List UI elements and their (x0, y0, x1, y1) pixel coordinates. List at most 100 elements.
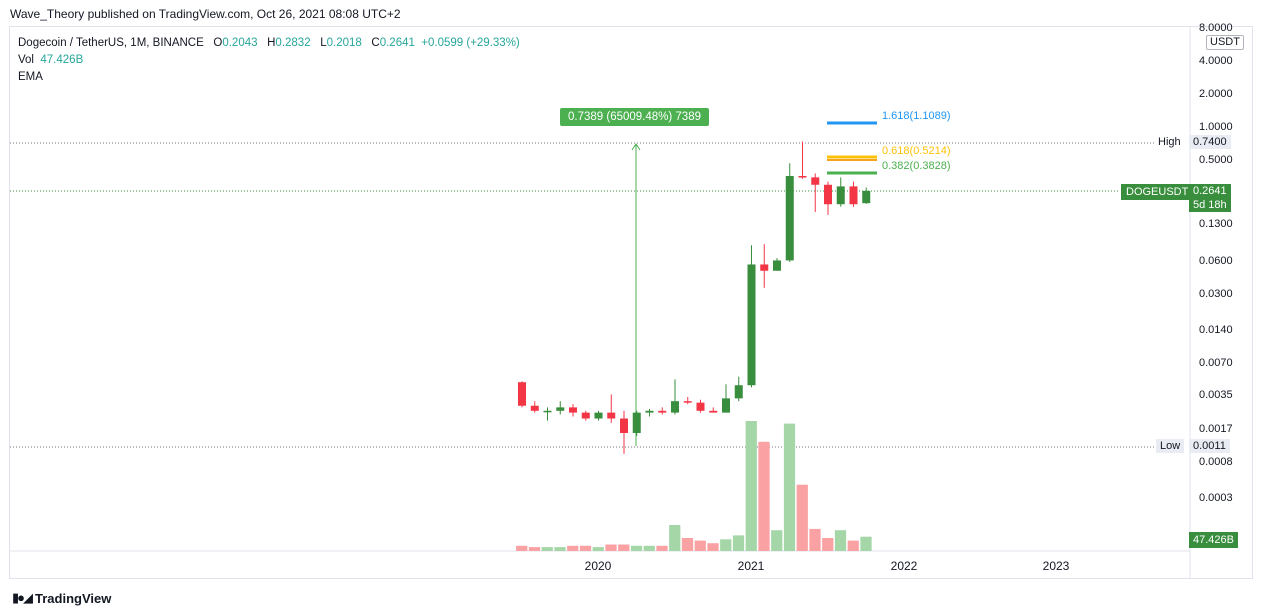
legend-ema-row[interactable]: EMA (18, 69, 520, 86)
volume-bar (567, 545, 579, 551)
legend-symbol[interactable]: Dogecoin / TetherUS, 1M, BINANCE (18, 37, 204, 49)
legend-ema-label: EMA (18, 71, 43, 83)
candle-body[interactable] (836, 186, 845, 205)
volume-tag: 47.426B (1189, 532, 1238, 548)
volume-bar (707, 543, 719, 551)
high-label: High (1154, 135, 1185, 149)
legend-high-key: H (267, 37, 276, 49)
fib-label-0382: 0.382(0.3828) (882, 160, 951, 172)
volume-bar (656, 545, 668, 551)
volume-bar (720, 539, 732, 551)
candle-body[interactable] (811, 177, 820, 185)
y-tick: 0.0300 (1199, 288, 1233, 300)
x-tick: 2021 (737, 559, 765, 573)
candle-body[interactable] (518, 382, 526, 406)
fib-label-1618: 1.618(1.1089) (882, 110, 951, 122)
volume-bar (694, 540, 706, 551)
legend-volume-key: Vol (18, 54, 34, 66)
candle-body[interactable] (607, 412, 616, 419)
volume-bar (516, 545, 528, 551)
high-value-tag: 0.7400 (1189, 135, 1231, 149)
volume-bar (783, 423, 796, 551)
volume-bar (745, 421, 757, 551)
candle-body[interactable] (594, 412, 603, 419)
legend-close-key: C (371, 37, 380, 49)
candle-body[interactable] (569, 407, 577, 413)
candle-body[interactable] (760, 264, 769, 271)
y-tick: 0.1300 (1199, 218, 1233, 230)
candles (518, 141, 871, 454)
candle-body[interactable] (658, 410, 667, 413)
unit-selector[interactable]: USDT (1206, 35, 1244, 50)
chart-frame[interactable] (9, 26, 1253, 579)
measure-arrow-head (631, 143, 641, 151)
legend-change: +0.0599 (+29.33%) (421, 37, 520, 49)
volume-bar (860, 536, 872, 551)
legend-low-key: L (320, 37, 327, 49)
volume-bar (809, 528, 821, 551)
y-tick: 0.0003 (1199, 492, 1233, 504)
volume-bars (516, 421, 872, 551)
legend-open-key: O (213, 37, 223, 49)
candle-body[interactable] (645, 410, 654, 413)
candle-body[interactable] (849, 186, 858, 205)
tradingview-logo-text: TradingView (35, 590, 112, 606)
volume-bar (732, 535, 745, 551)
candle-body[interactable] (862, 190, 871, 204)
low-label: Low (1156, 439, 1185, 453)
y-tick: 0.0035 (1199, 389, 1233, 401)
volume-bar (541, 547, 553, 551)
legend-low-value: 0.2018 (326, 37, 362, 49)
candle-body[interactable] (530, 405, 539, 411)
measure-label[interactable]: 0.7389 (65009.48%) 7389 (560, 108, 709, 126)
legend-close-value: 0.2641 (379, 37, 415, 49)
candle-body[interactable] (773, 260, 781, 271)
y-tick: 1.0000 (1199, 121, 1233, 133)
y-tick: 8.0000 (1199, 22, 1233, 34)
low-value-tag: 0.0011 (1189, 439, 1230, 453)
volume-bar (605, 544, 617, 551)
y-tick: 0.0017 (1199, 423, 1233, 435)
legend-high-value: 0.2832 (275, 37, 311, 49)
y-tick: 0.0140 (1199, 324, 1233, 336)
publisher-credit: Wave_Theory published on TradingView.com… (10, 7, 401, 21)
candle-body[interactable] (620, 418, 628, 434)
candle-body[interactable] (556, 407, 565, 411)
y-tick: 4.0000 (1199, 55, 1233, 67)
volume-bar (847, 540, 859, 551)
legend-volume-row[interactable]: Vol 47.426B (18, 52, 520, 69)
candle-body[interactable] (671, 401, 679, 413)
legend-open-value: 0.2043 (222, 37, 258, 49)
candle-body[interactable] (722, 398, 730, 413)
candle-body[interactable] (734, 385, 743, 399)
x-tick: 2022 (890, 559, 918, 573)
candle-body[interactable] (696, 402, 705, 411)
fib-label-0618: 0.618(0.5214) (882, 145, 951, 157)
candle-body[interactable] (581, 412, 590, 419)
chart-legend: Dogecoin / TetherUS, 1M, BINANCE O0.2043… (18, 35, 520, 86)
candle-body[interactable] (683, 401, 692, 403)
last-price-tag: 0.2641 (1189, 184, 1231, 198)
y-tick: 2.0000 (1199, 88, 1233, 100)
candle-body[interactable] (798, 176, 807, 178)
tradingview-logo[interactable]: ▮●◢ TradingView (12, 590, 111, 606)
symbol-tag: DOGEUSDT (1121, 184, 1194, 200)
legend-volume-value: 47.426B (40, 54, 84, 66)
bar-countdown-tag: 5d 18h (1189, 198, 1231, 212)
volume-bar (771, 530, 783, 551)
candle-body[interactable] (785, 176, 794, 261)
candle-body[interactable] (632, 412, 641, 434)
volume-bar (528, 547, 541, 551)
candle-body[interactable] (543, 410, 552, 413)
volume-bar (554, 547, 566, 551)
y-tick: 0.0070 (1199, 357, 1233, 369)
volume-bar (592, 547, 604, 551)
volume-bar (669, 525, 681, 551)
candle-body[interactable] (824, 184, 832, 205)
volume-bar (618, 544, 630, 551)
volume-bar (822, 538, 834, 551)
x-tick: 2023 (1042, 559, 1070, 573)
candle-body[interactable] (747, 264, 756, 386)
candle-body[interactable] (709, 410, 718, 413)
